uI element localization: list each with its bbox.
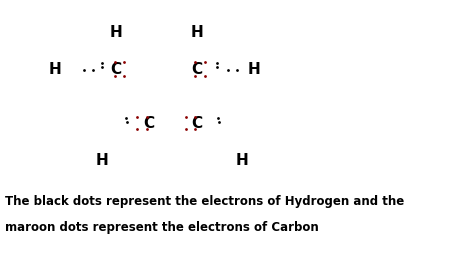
Text: H: H xyxy=(236,153,248,168)
Text: C: C xyxy=(110,62,122,77)
Text: C: C xyxy=(191,62,202,77)
Text: C: C xyxy=(144,116,155,131)
Text: H: H xyxy=(247,62,260,77)
Text: H: H xyxy=(110,25,122,41)
Text: H: H xyxy=(191,25,203,41)
Text: C: C xyxy=(191,116,202,131)
Text: H: H xyxy=(96,153,108,168)
Text: The black dots represent the electrons of Hydrogen and the: The black dots represent the electrons o… xyxy=(5,195,404,208)
Text: H: H xyxy=(48,62,61,77)
Text: maroon dots represent the electrons of Carbon: maroon dots represent the electrons of C… xyxy=(5,221,319,234)
